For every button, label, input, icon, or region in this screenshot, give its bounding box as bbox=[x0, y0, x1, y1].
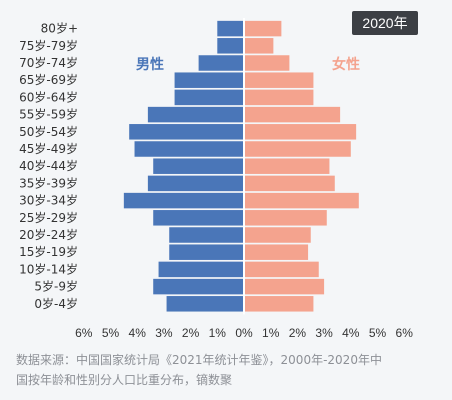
x-tick-label: 4% bbox=[129, 326, 147, 340]
male-bar bbox=[153, 278, 244, 295]
age-group-label: 15岁-19岁 bbox=[19, 244, 78, 259]
female-bar bbox=[244, 20, 282, 37]
male-bar bbox=[166, 296, 244, 312]
x-tick-label: 2% bbox=[182, 326, 200, 340]
year-badge: 2020年 bbox=[352, 11, 418, 35]
source-line-1: 数据来源：中国国家统计局《2021年统计年鉴》，2000年-2020年中 bbox=[16, 353, 382, 367]
x-tick-label: 0% bbox=[235, 326, 253, 340]
age-group-label: 60岁-64岁 bbox=[19, 89, 78, 104]
x-tick-label: 1% bbox=[209, 326, 227, 340]
male-bar bbox=[217, 38, 244, 54]
source-line-2: 国按年龄和性别分人口比重分布，镝数聚 bbox=[16, 373, 233, 387]
female-bar bbox=[244, 261, 319, 278]
age-group-label: 30岁-34岁 bbox=[19, 193, 78, 208]
male-bar bbox=[134, 141, 244, 157]
male-bar bbox=[217, 20, 244, 37]
female-bar bbox=[244, 278, 325, 295]
x-tick-label: 4% bbox=[342, 326, 360, 340]
age-group-label: 5岁-9岁 bbox=[34, 279, 78, 294]
age-group-label: 35岁-39岁 bbox=[19, 175, 78, 190]
age-group-label: 55岁-59岁 bbox=[19, 107, 78, 122]
male-bar bbox=[147, 106, 244, 123]
x-tick-label: 6% bbox=[396, 326, 414, 340]
series-label-male: 男性 bbox=[136, 56, 164, 73]
male-bar bbox=[198, 55, 244, 71]
female-bar bbox=[244, 38, 274, 54]
source-note: 数据来源：中国国家统计局《2021年统计年鉴》，2000年-2020年中 国按年… bbox=[16, 350, 436, 390]
x-tick-label: 5% bbox=[102, 326, 120, 340]
male-bar bbox=[158, 261, 244, 278]
female-bar bbox=[244, 296, 314, 312]
female-bar bbox=[244, 72, 314, 88]
female-bar bbox=[244, 210, 327, 226]
age-group-label: 40岁-44岁 bbox=[19, 158, 78, 173]
x-tick-label: 3% bbox=[155, 326, 173, 340]
age-group-label: 70岁-74岁 bbox=[19, 55, 78, 70]
age-group-label: 0岁-4岁 bbox=[34, 296, 78, 311]
age-group-label: 25岁-29岁 bbox=[19, 210, 78, 225]
x-tick-label: 1% bbox=[262, 326, 280, 340]
male-bar bbox=[169, 227, 244, 243]
female-bar bbox=[244, 175, 335, 192]
male-bar bbox=[147, 175, 244, 192]
age-group-label: 80岁+ bbox=[41, 21, 78, 36]
male-bar bbox=[169, 244, 244, 260]
female-bar bbox=[244, 89, 314, 106]
x-tick-label: 3% bbox=[315, 326, 333, 340]
age-group-label: 10岁-14岁 bbox=[19, 261, 78, 276]
age-group-label: 45岁-49岁 bbox=[19, 141, 78, 156]
male-bar bbox=[153, 158, 244, 174]
male-bar bbox=[123, 192, 244, 209]
x-tick-label: 6% bbox=[75, 326, 93, 340]
male-bar bbox=[129, 124, 244, 140]
female-bar bbox=[244, 192, 359, 209]
male-bar bbox=[174, 89, 244, 106]
male-bar bbox=[153, 210, 244, 226]
x-tick-label: 2% bbox=[289, 326, 307, 340]
age-group-label: 75岁-79岁 bbox=[19, 38, 78, 53]
female-bar bbox=[244, 124, 357, 140]
age-group-label: 20岁-24岁 bbox=[19, 227, 78, 242]
age-group-label: 65岁-69岁 bbox=[19, 72, 78, 87]
female-bar bbox=[244, 141, 351, 157]
male-bar bbox=[174, 72, 244, 88]
female-bar bbox=[244, 227, 311, 243]
x-tick-label: 5% bbox=[369, 326, 387, 340]
female-bar bbox=[244, 106, 341, 123]
series-label-female: 女性 bbox=[332, 56, 360, 73]
female-bar bbox=[244, 244, 309, 260]
age-group-label: 50岁-54岁 bbox=[19, 124, 78, 139]
female-bar bbox=[244, 158, 330, 174]
population-pyramid-chart: 80岁+ 75岁-79岁 70岁-74岁 65岁-69岁 60岁-64岁 55岁-59岁 5… bbox=[19, 18, 414, 340]
female-bar bbox=[244, 55, 290, 71]
